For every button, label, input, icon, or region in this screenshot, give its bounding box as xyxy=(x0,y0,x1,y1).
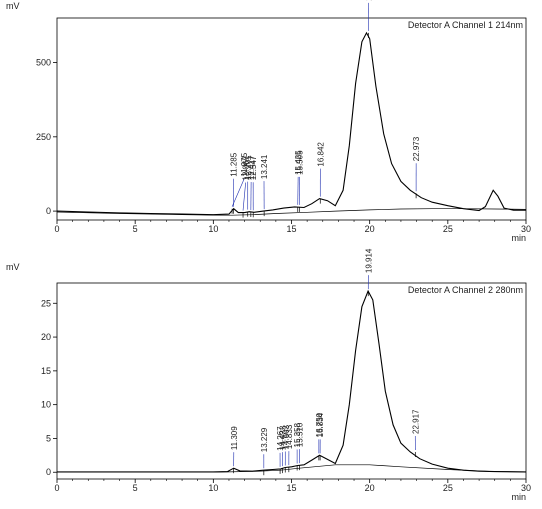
peak-label: 14.433 xyxy=(279,425,288,450)
peak-label: 12.201 xyxy=(244,155,253,180)
peak-label: 19.922 xyxy=(364,0,373,1)
x-axis-unit-label: min xyxy=(511,233,526,243)
y-tick-label: 25 xyxy=(41,298,51,308)
peak-label: 11.309 xyxy=(230,426,239,450)
y-tick-label: 15 xyxy=(41,366,51,376)
peak-leader-line xyxy=(242,182,246,211)
chart-title: Detector A Channel 1 214nm xyxy=(408,20,523,30)
x-tick-label: 20 xyxy=(365,483,375,493)
integration-baseline xyxy=(57,464,527,473)
x-tick-label: 15 xyxy=(286,483,296,493)
x-axis-unit-label: min xyxy=(511,492,526,502)
x-tick-label: 0 xyxy=(54,483,59,493)
peak-label: 12.067 xyxy=(242,156,251,181)
y-tick-label: 20 xyxy=(41,332,51,342)
x-tick-label: 25 xyxy=(443,483,453,493)
x-tick-label: 30 xyxy=(521,483,531,493)
peak-label: 22.973 xyxy=(412,136,421,161)
y-tick-label: 250 xyxy=(36,132,51,142)
peak-label: 16.834 xyxy=(316,412,325,437)
y-axis-unit-label: mV xyxy=(6,1,20,11)
x-tick-label: 10 xyxy=(208,483,218,493)
x-tick-label: 20 xyxy=(365,224,375,234)
peak-label: 15.425 xyxy=(294,150,303,175)
peak-label: 14.267 xyxy=(276,426,285,451)
y-tick-label: 0 xyxy=(46,467,51,477)
chromatogram-signal-line xyxy=(57,289,527,473)
chart-title: Detector A Channel 2 280nm xyxy=(408,285,523,295)
x-tick-label: 5 xyxy=(133,224,138,234)
peak-label: 13.229 xyxy=(260,427,269,452)
x-tick-label: 5 xyxy=(133,483,138,493)
chromatogram-panel-channel-2: mV min Detector A Channel 2 280nm 0 5 10 15 20 2… xyxy=(6,248,531,502)
y-tick-label: 0 xyxy=(46,206,51,216)
x-tick-label: 0 xyxy=(54,224,59,234)
peak-label: 11.975 xyxy=(240,152,249,176)
peak-label: 22.917 xyxy=(411,409,420,434)
peak-leader-line xyxy=(231,178,245,207)
peak-label: 19.914 xyxy=(364,248,373,273)
peak-label: 15.358 xyxy=(293,422,302,447)
peak-label: 15.505 xyxy=(295,150,304,175)
x-tick-label: 15 xyxy=(286,224,296,234)
integration-baseline xyxy=(56,208,527,216)
peak-label: 13.241 xyxy=(260,154,269,179)
peak-label: 12.547 xyxy=(249,155,258,180)
y-axis-unit-label: mV xyxy=(6,262,20,272)
peak-label: 14.602 xyxy=(281,424,290,449)
peak-label: 16.842 xyxy=(316,142,325,167)
x-tick-label: 10 xyxy=(208,224,218,234)
x-tick-label: 30 xyxy=(521,224,531,234)
chromatogram-panel-channel-1: mV min Detector A Channel 1 214nm 0 5 10 15 20 2… xyxy=(6,0,531,243)
plot-frame xyxy=(56,17,527,221)
x-tick-label: 25 xyxy=(443,224,453,234)
peak-label: 16.750 xyxy=(315,412,324,437)
peak-label: 12.417 xyxy=(247,155,256,180)
chromatogram-signal-line xyxy=(56,31,526,216)
y-tick-label: 5 xyxy=(46,433,51,443)
peak-label: 15.510 xyxy=(295,422,304,447)
peak-label: 11.285 xyxy=(229,152,238,176)
peak-label: 14.833 xyxy=(285,424,294,449)
y-tick-label: 500 xyxy=(36,58,51,68)
y-tick-label: 10 xyxy=(41,400,51,410)
